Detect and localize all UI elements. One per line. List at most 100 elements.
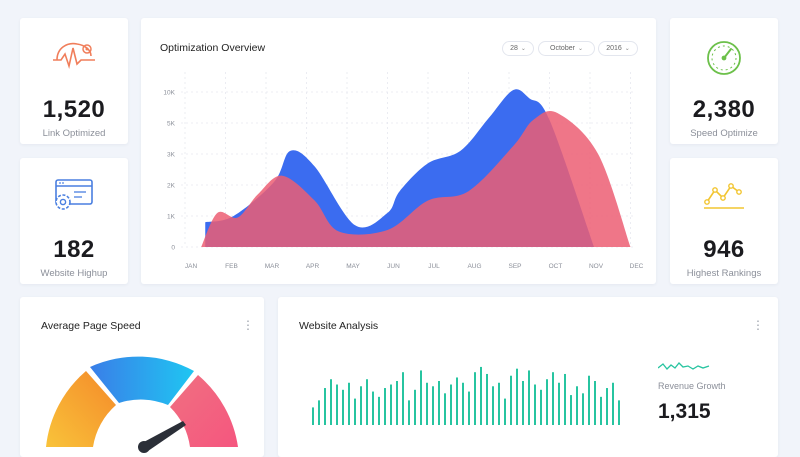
card-title: Website Analysis: [299, 320, 379, 332]
line-chart-icon: [670, 178, 778, 218]
gauge-segment-low: [46, 371, 116, 447]
speedometer-icon: [670, 38, 778, 78]
year-select[interactable]: 2016 ⌄: [598, 41, 638, 56]
analysis-bar: [504, 398, 506, 425]
x-tick-label: MAR: [265, 263, 280, 270]
series-red-area: [201, 110, 631, 247]
gauge-segment-high: [170, 375, 238, 447]
analysis-bar: [510, 375, 512, 425]
speed-gauge: [46, 356, 238, 453]
analysis-bar: [498, 382, 500, 425]
website-analysis-card: Website Analysis ⋮ Revenue Growth 1,315: [278, 297, 778, 457]
optimization-overview-card: Optimization Overview 28 ⌄ October ⌄ 2016 ⌄…: [141, 18, 656, 284]
gauge-needle: [142, 421, 186, 451]
x-tick-label: OCT: [549, 263, 563, 270]
analysis-bar: [366, 379, 368, 425]
x-tick-label: FEB: [225, 263, 238, 270]
website-analysis-bar-chart: [312, 366, 620, 425]
x-tick-label: JUL: [428, 263, 440, 270]
analysis-bar: [420, 370, 422, 425]
month-select-value: October: [550, 45, 575, 52]
y-tick-label: 10K: [163, 90, 175, 97]
x-tick-label: SEP: [508, 263, 521, 270]
heartbeat-brain-icon: [20, 38, 128, 78]
card-title: Optimization Overview: [160, 42, 266, 54]
analysis-bar: [396, 381, 398, 425]
optimization-area-chart: 0 1K 2K 3K 5K 10K JAN FEB MAR APR MAY JUN JUL AUG SEP O…: [163, 72, 644, 270]
stat-value: 2,380: [692, 96, 756, 123]
average-page-speed-card: Average Page Speed ⋮: [20, 297, 264, 457]
analysis-bar: [600, 396, 602, 425]
stat-value: 1,520: [42, 96, 106, 123]
analysis-bar: [516, 368, 518, 425]
analysis-bar: [606, 388, 608, 425]
analysis-bar: [594, 381, 596, 425]
analysis-bar: [390, 384, 392, 425]
browser-gear-icon: [20, 178, 128, 218]
analysis-bar: [414, 389, 416, 425]
revenue-growth-label: Revenue Growth: [658, 381, 726, 391]
chevron-down-icon: ⌄: [577, 46, 583, 52]
analysis-bar: [576, 386, 578, 425]
day-select[interactable]: 28 ⌄: [502, 41, 534, 56]
analysis-bar: [492, 386, 494, 425]
x-tick-label: AUG: [467, 263, 481, 270]
analysis-bar: [426, 382, 428, 425]
analysis-bar: [462, 382, 464, 425]
analysis-bar: [378, 396, 380, 425]
analysis-bar: [360, 386, 362, 425]
x-tick-label: MAY: [346, 263, 360, 270]
day-select-value: 28: [510, 45, 518, 52]
x-tick-label: NOV: [589, 263, 604, 270]
stat-label: Highest Rankings: [686, 268, 762, 279]
stat-label: Speed Optimize: [690, 128, 758, 139]
analysis-bar: [540, 389, 542, 425]
analysis-bar: [408, 400, 410, 425]
y-tick-label: 5K: [167, 121, 176, 128]
analysis-bar: [522, 381, 524, 425]
analysis-bar: [450, 384, 452, 425]
stat-value: 946: [703, 236, 745, 263]
analysis-bar: [438, 381, 440, 425]
analysis-bar: [558, 382, 560, 425]
analysis-bar: [552, 372, 554, 425]
y-tick-label: 0: [171, 245, 175, 252]
chevron-down-icon: ⌄: [624, 46, 630, 52]
year-select-value: 2016: [606, 45, 622, 52]
analysis-bar: [612, 382, 614, 425]
y-tick-label: 3K: [167, 152, 176, 159]
analysis-bar: [336, 384, 338, 425]
analysis-bar: [588, 375, 590, 425]
stat-label: Link Optimized: [42, 128, 106, 139]
analysis-bar: [324, 388, 326, 425]
y-tick-label: 2K: [167, 183, 176, 190]
stat-card-highest-rankings: 946 Highest Rankings: [670, 158, 778, 284]
gauge-segment-mid: [90, 356, 194, 405]
card-title: Average Page Speed: [41, 320, 141, 332]
x-tick-label: JUN: [387, 263, 400, 270]
chevron-down-icon: ⌄: [520, 46, 526, 52]
analysis-bar: [582, 393, 584, 425]
analysis-bar: [354, 398, 356, 425]
stat-label: Website Highup: [40, 268, 108, 279]
more-options-icon[interactable]: ⋮: [752, 318, 764, 332]
analysis-bar: [546, 379, 548, 425]
analysis-bar: [480, 366, 482, 425]
analysis-bar: [432, 386, 434, 425]
x-tick-label: DEC: [630, 263, 644, 270]
stat-card-speed-optimize: 2,380 Speed Optimize: [670, 18, 778, 144]
x-tick-label: JAN: [185, 263, 198, 270]
revenue-sparkline-icon: [658, 362, 710, 370]
analysis-bar: [618, 400, 620, 425]
stat-card-website-highup: 182 Website Highup: [20, 158, 128, 284]
analysis-bar: [534, 384, 536, 425]
analysis-bar: [312, 407, 314, 425]
analysis-bar: [402, 372, 404, 425]
more-options-icon[interactable]: ⋮: [242, 318, 254, 332]
analysis-bar: [444, 393, 446, 425]
stat-card-link-optimized: 1,520 Link Optimized: [20, 18, 128, 144]
month-select[interactable]: October ⌄: [538, 41, 595, 56]
analysis-bar: [528, 370, 530, 425]
x-tick-label: APR: [306, 263, 320, 270]
stat-value: 182: [53, 236, 95, 263]
